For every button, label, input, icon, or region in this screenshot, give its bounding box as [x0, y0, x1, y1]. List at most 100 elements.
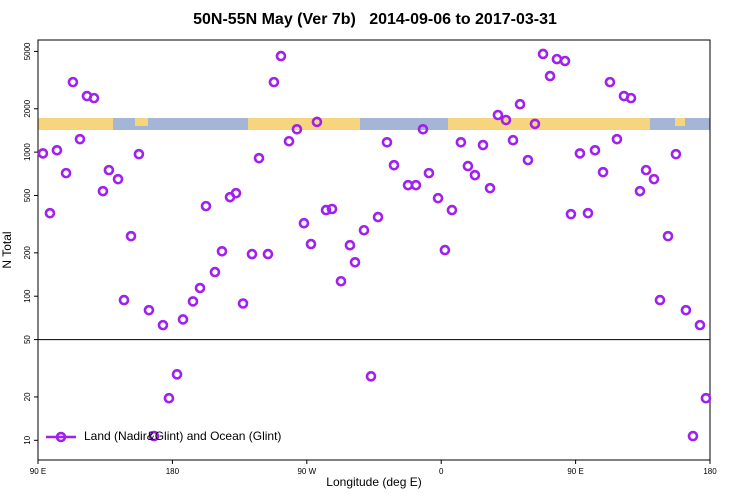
point: [662, 230, 674, 242]
x-tick-label: 90 E: [567, 467, 583, 476]
point: [522, 154, 534, 166]
point: [349, 256, 361, 268]
x-tick-label: 180: [703, 467, 717, 476]
point: [565, 208, 577, 220]
point: [670, 148, 682, 160]
y-tick-label: 200: [23, 246, 32, 260]
y-tick-label: 1000: [23, 143, 32, 161]
point: [500, 114, 512, 126]
point: [358, 224, 370, 236]
point: [423, 167, 435, 179]
x-axis-label: Longitude (deg E): [326, 475, 421, 489]
point: [230, 187, 242, 199]
y-tick-label: 50: [23, 335, 32, 344]
point: [417, 124, 429, 135]
map-strip: [38, 118, 710, 130]
point: [687, 430, 699, 442]
y-tick-label: 10: [23, 435, 32, 444]
point: [559, 55, 571, 67]
point: [344, 239, 356, 251]
point: [388, 159, 400, 171]
point: [157, 319, 169, 331]
point: [74, 133, 86, 145]
point: [298, 217, 310, 229]
point: [514, 98, 526, 110]
point: [51, 144, 63, 156]
point: [589, 144, 601, 156]
point: [365, 371, 377, 382]
point: [262, 248, 274, 260]
point: [187, 296, 199, 307]
point: [103, 164, 115, 176]
point: [246, 248, 258, 260]
point: [60, 167, 72, 179]
point: [634, 185, 646, 197]
chart-title: 50N-55N May (Ver 7b) 2014-09-06 to 2017-…: [193, 11, 557, 28]
y-tick-label: 100: [23, 289, 32, 303]
point: [654, 294, 666, 306]
x-tick-label: 180: [166, 467, 180, 476]
point: [640, 164, 652, 176]
point: [372, 211, 384, 223]
point: [335, 275, 347, 287]
point: [648, 173, 660, 185]
point: [143, 304, 155, 316]
point: [163, 392, 175, 404]
point: [462, 160, 474, 172]
point: [305, 238, 317, 250]
point: [469, 169, 481, 181]
point: [537, 48, 549, 60]
point: [551, 53, 563, 65]
point: [216, 245, 228, 257]
point: [446, 204, 458, 216]
legend-label: Land (Nadir&Glint) and Ocean (Glint): [84, 429, 281, 443]
point: [410, 179, 422, 191]
point: [492, 109, 504, 121]
point: [529, 118, 541, 130]
point: [680, 304, 692, 316]
point: [268, 76, 280, 88]
point: [200, 200, 212, 212]
point: [177, 314, 189, 325]
point: [253, 152, 265, 164]
point: [194, 282, 206, 294]
point: [432, 192, 444, 204]
point: [118, 294, 130, 306]
point: [97, 185, 109, 197]
point: [625, 92, 637, 104]
point: [275, 50, 287, 62]
point: [237, 298, 249, 309]
x-tick-label: 0: [439, 467, 444, 476]
y-tick-label: 2000: [23, 99, 32, 117]
plot-frame: [37, 39, 711, 461]
point: [604, 76, 616, 88]
point: [455, 136, 467, 148]
point: [477, 139, 489, 151]
point: [611, 133, 623, 145]
point: [507, 134, 519, 146]
point: [574, 148, 586, 159]
point: [544, 70, 556, 82]
point: [484, 182, 496, 194]
y-axis-label: N Total: [0, 231, 14, 268]
point: [148, 430, 160, 442]
point: [283, 135, 295, 147]
y-tick-label: 500: [23, 188, 32, 202]
y-tick-label: 5000: [23, 42, 32, 60]
point: [597, 166, 609, 178]
point: [44, 207, 56, 219]
point: [582, 207, 594, 219]
point: [171, 369, 183, 380]
point: [311, 116, 323, 128]
y-tick-label: 20: [23, 392, 32, 401]
point: [381, 136, 393, 148]
point: [67, 76, 79, 88]
point: [209, 266, 221, 278]
x-tick-label: 90 E: [30, 467, 46, 476]
point: [326, 203, 338, 215]
point: [133, 148, 145, 160]
point: [88, 92, 100, 104]
x-tick-label: 90 W: [297, 467, 316, 476]
point: [125, 230, 137, 242]
